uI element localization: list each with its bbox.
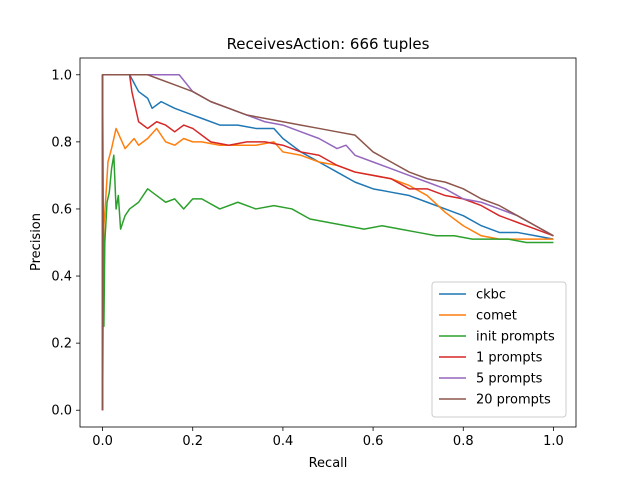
y-tick-label: 0.2 — [51, 337, 72, 352]
series-line-comet — [101, 127, 554, 411]
x-tick-label: 0.6 — [363, 434, 384, 449]
legend-label-5-prompts: 5 prompts — [476, 372, 543, 387]
legend-label-init-prompts: init prompts — [476, 330, 555, 345]
plot-area: 0.0 0.2 0.4 0.6 0.8 1.0 0.0 0.2 0.4 0.6 0.8 1.0 — [51, 57, 577, 449]
y-tick-label: 0.6 — [51, 202, 72, 217]
y-tick-label: 0.8 — [51, 135, 72, 150]
x-tick-label: 0.0 — [92, 434, 113, 449]
y-tick-label: 0.4 — [51, 270, 72, 285]
legend-label-ckbc: ckbc — [476, 288, 506, 303]
x-axis-label: Recall — [309, 456, 348, 471]
legend-label-1-prompts: 1 prompts — [476, 351, 543, 366]
series-line-ckbc — [101, 74, 554, 411]
x-tick-label: 1.0 — [543, 434, 564, 449]
y-axis-label: Precision — [29, 213, 44, 271]
y-tick-label: 0.0 — [51, 404, 72, 419]
legend-label-comet: comet — [476, 309, 517, 324]
x-tick-label: 0.2 — [182, 434, 203, 449]
legend-label-20-prompts: 20 prompts — [476, 393, 551, 408]
axes-frame — [79, 57, 577, 428]
series-line-20-prompts — [101, 74, 554, 411]
x-tick-label: 0.8 — [453, 434, 474, 449]
y-tick-label: 1.0 — [51, 68, 72, 83]
legend: ckbc comet init prompts 1 prompts 5 prompts 2… — [431, 281, 567, 418]
chart-title: ReceivesAction: 666 tuples — [227, 35, 430, 53]
series-line-init-prompts — [101, 74, 554, 411]
x-tick-label: 0.4 — [273, 434, 294, 449]
